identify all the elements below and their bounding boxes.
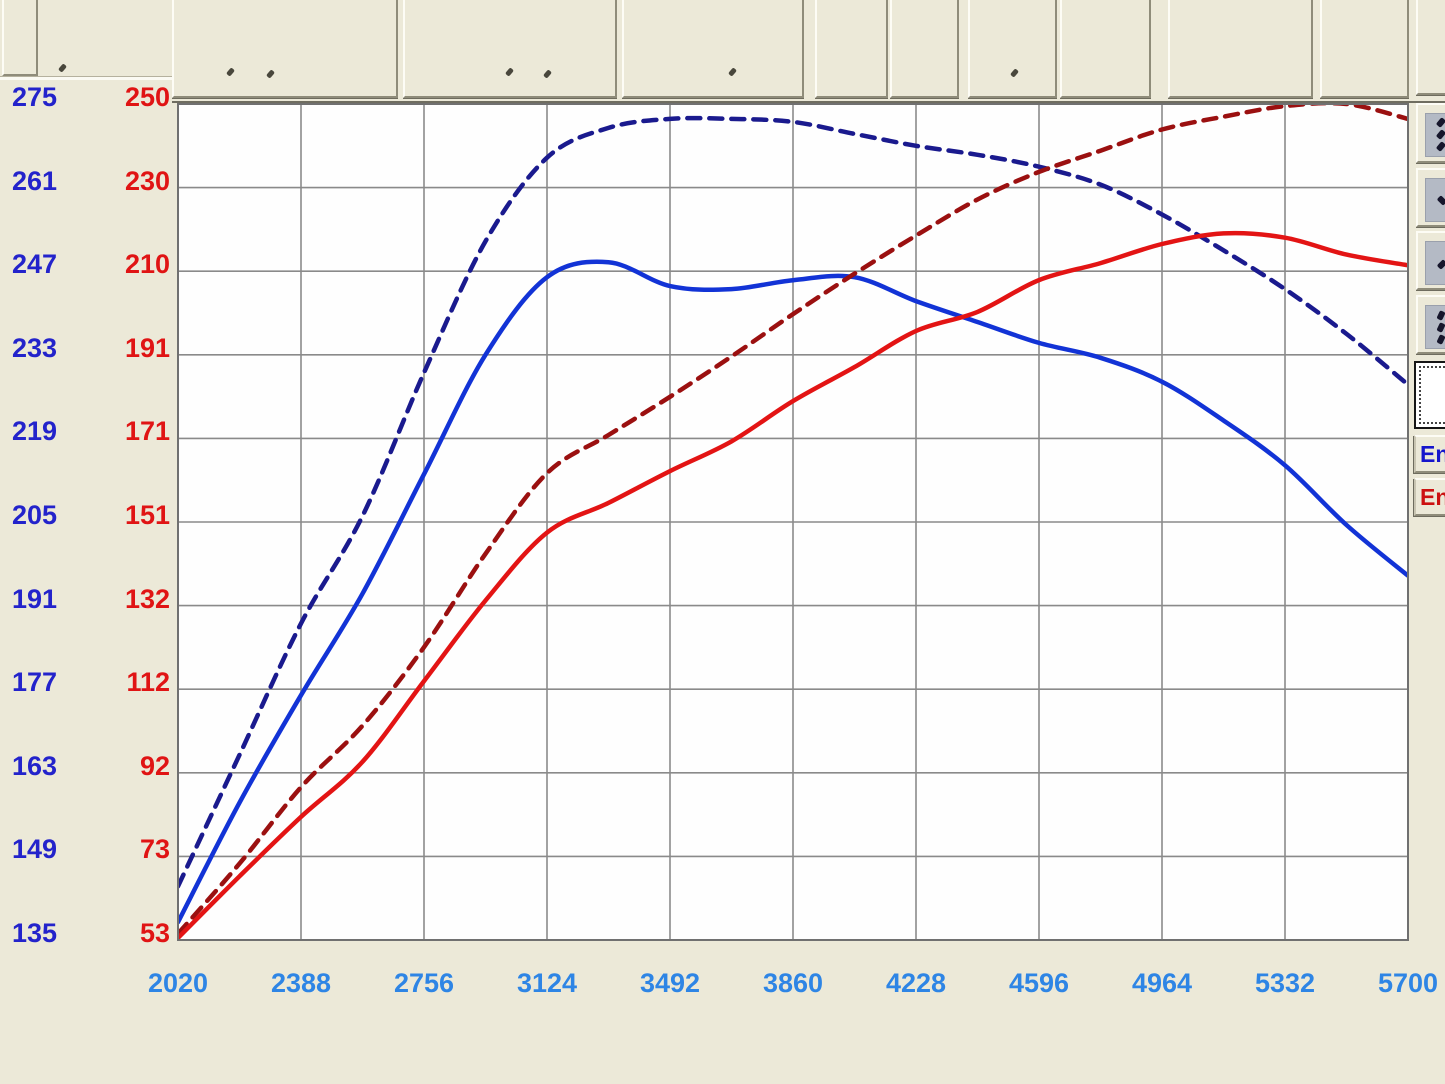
red-axis-label-112: 112: [126, 667, 170, 698]
curve-blue-solid-run: [179, 259, 1407, 925]
red-axis-label-132: 132: [124, 583, 170, 614]
blue-axis-label-247: 247: [11, 249, 57, 280]
toolbar-button-6[interactable]: [968, 0, 1057, 98]
chart-tool-button-4[interactable]: [1416, 295, 1445, 354]
legend-button-blue-run[interactable]: En: [1414, 435, 1445, 473]
blue-axis-label-149: 149: [11, 834, 57, 865]
toolbar-button-7[interactable]: [1060, 0, 1151, 98]
toolbar-button-5[interactable]: [890, 0, 959, 98]
blue-axis-label-275: 275: [11, 82, 57, 112]
toolbar-groove: [0, 76, 172, 80]
x-axis-label-3124: 3124: [516, 968, 578, 998]
curve-red-solid-run: [179, 230, 1407, 939]
blue-axis-label-163: 163: [11, 750, 57, 781]
red-axis-label-171: 171: [124, 416, 170, 447]
x-axis-label-3492: 3492: [639, 968, 701, 998]
x-axis-label-3860: 3860: [762, 968, 824, 998]
blue-axis-label-177: 177: [11, 667, 57, 698]
red-axis-label-230: 230: [124, 165, 170, 196]
pan-diagonal-arrow-icon: [1425, 113, 1445, 157]
chart-tool-button-3[interactable]: [1416, 231, 1445, 290]
chart-tool-button-1[interactable]: [1416, 103, 1445, 163]
toolbar-left-chip[interactable]: [2, 0, 38, 76]
x-axis-label-5332: 5332: [1254, 968, 1316, 998]
x-axis-label-2756: 2756: [393, 968, 455, 998]
red-axis-label-250: 250: [124, 82, 170, 112]
scroll-arrows-icon: [1425, 305, 1445, 349]
curve-blue-dashed-run: [179, 115, 1407, 889]
x-axis-label-2388: 2388: [270, 968, 332, 998]
toolbar-button-4[interactable]: [815, 0, 888, 98]
blue-axis-label-219: 219: [11, 416, 57, 447]
blue-axis-label-205: 205: [11, 500, 57, 530]
red-axis-label-151: 151: [124, 500, 170, 530]
toolbar-button-2[interactable]: [403, 0, 617, 98]
x-axis-label-4964: 4964: [1131, 968, 1193, 998]
toolbar-button-1[interactable]: [172, 0, 398, 98]
red-axis-label-92: 92: [139, 750, 170, 781]
red-axis-label-53: 53: [139, 918, 170, 948]
arrow-down-right-icon: [1425, 241, 1445, 285]
x-axis-label-4596: 4596: [1008, 968, 1070, 998]
selection-box[interactable]: [1414, 361, 1445, 429]
toolbar-button-9[interactable]: [1320, 0, 1409, 98]
toolbar-button-3[interactable]: [622, 0, 804, 98]
red-axis-label-73: 73: [139, 834, 170, 865]
legend-label-blue: En: [1420, 441, 1445, 467]
chart-tool-button-2[interactable]: [1416, 168, 1445, 227]
x-axis-label-4228: 4228: [885, 968, 947, 998]
red-axis-label-210: 210: [124, 249, 170, 280]
red-axis-label-191: 191: [124, 332, 170, 363]
x-axis-label-5700: 5700: [1377, 968, 1439, 998]
legend-button-red-run[interactable]: En: [1414, 478, 1445, 516]
curve-red-dashed-run: [179, 105, 1407, 936]
x-axis-label-2020: 2020: [147, 968, 209, 998]
zoom-arrow-icon: [1425, 178, 1445, 222]
side-panel-top-button[interactable]: [1416, 0, 1445, 95]
legend-label-red: En: [1420, 484, 1445, 510]
toolbar-bottom-line: [172, 101, 1445, 103]
blue-axis-label-233: 233: [11, 332, 57, 363]
plot-border: [177, 103, 1409, 941]
blue-axis-label-135: 135: [11, 918, 57, 948]
blue-axis-label-261: 261: [11, 165, 57, 196]
blue-axis-label-191: 191: [11, 583, 57, 614]
toolbar-button-8[interactable]: [1168, 0, 1313, 98]
